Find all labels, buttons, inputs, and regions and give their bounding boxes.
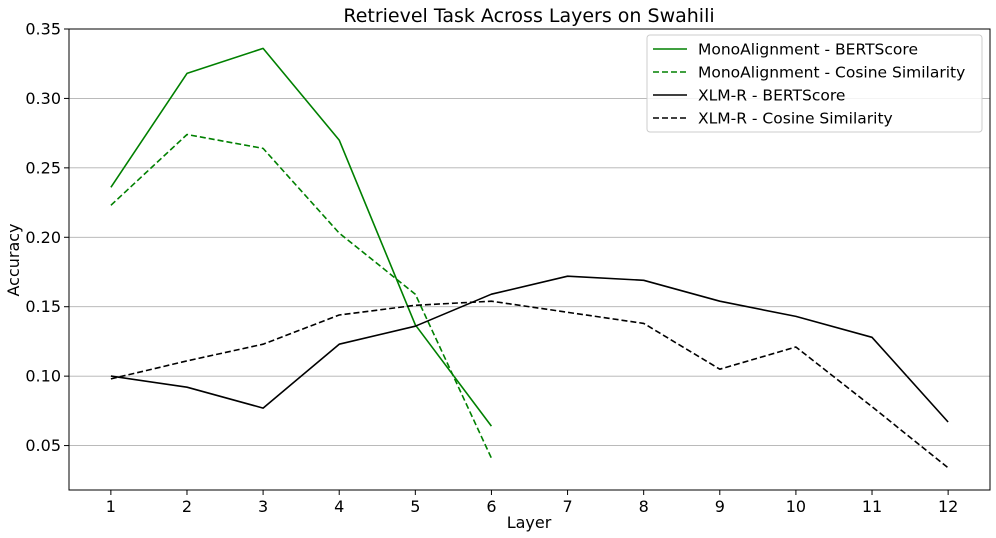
x-tick-label: 2 <box>182 497 192 516</box>
legend-label: XLM-R - Cosine Similarity <box>698 110 893 128</box>
y-axis-label: Accuracy <box>4 223 23 296</box>
y-tick-label: 0.05 <box>25 436 61 455</box>
y-tick-label: 0.10 <box>25 367 61 386</box>
x-axis: 1 2 3 4 5 6 7 8 9 10 11 12 <box>106 490 958 516</box>
plot-frame <box>68 28 991 491</box>
x-tick-label: 4 <box>334 497 344 516</box>
legend-box <box>646 34 983 133</box>
series-lines <box>110 47 949 469</box>
x-tick-label: 11 <box>862 497 882 516</box>
series-line-1 <box>110 47 493 427</box>
x-tick-label: 10 <box>786 497 806 516</box>
y-tick-label: 0.30 <box>25 89 61 108</box>
y-tick-label: 0.20 <box>25 228 61 247</box>
legend-label: MonoAlignment - Cosine Similarity <box>698 64 965 82</box>
series-line-3 <box>110 275 949 423</box>
series-line-2 <box>110 133 493 459</box>
legend: MonoAlignment - BERTScore MonoAlignment -… <box>646 34 983 133</box>
y-tick-label: 0.15 <box>25 297 61 316</box>
chart-title: Retrievel Task Across Layers on Swahili <box>343 5 714 27</box>
legend-label: XLM-R - BERTScore <box>698 87 845 105</box>
series-line-4 <box>110 300 949 469</box>
x-tick-label: 6 <box>486 497 496 516</box>
x-tick-label: 12 <box>938 497 958 516</box>
legend-label: MonoAlignment - BERTScore <box>698 41 918 59</box>
x-tick-label: 9 <box>715 497 725 516</box>
x-tick-label: 8 <box>639 497 649 516</box>
y-axis: 0.05 0.10 0.15 0.20 0.25 0.30 0.35 <box>25 20 69 455</box>
y-tick-label: 0.25 <box>25 158 61 177</box>
x-tick-label: 7 <box>562 497 572 516</box>
x-tick-label: 5 <box>410 497 420 516</box>
x-axis-label: Layer <box>507 513 552 532</box>
y-tick-label: 0.35 <box>25 20 61 39</box>
x-tick-label: 3 <box>258 497 268 516</box>
x-tick-label: 1 <box>106 497 116 516</box>
